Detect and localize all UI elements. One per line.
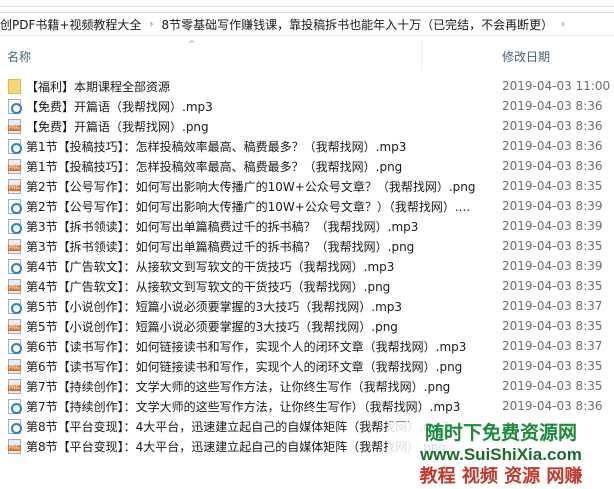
file-row[interactable]: 第8节【平台变现】：4大平台，迅速建立起自己的自媒体矩阵（我帮找网）.mp3 — [0, 416, 614, 436]
png-file-icon — [8, 318, 21, 334]
file-row[interactable]: 第2节【公号写作】：如何写出影响大传播广的10W+公众号文章？（我帮找网）.pn… — [0, 176, 614, 196]
watermark-line: www.SuiShiXia.com — [420, 445, 582, 464]
file-date: 2019-04-03 8:39 — [502, 259, 603, 273]
file-row[interactable]: 第7节【持续创作】：文学大师的这些写作方法，让你终生写作（我帮找网）.png 20… — [0, 376, 614, 396]
file-name: 第1节【投稿技巧】：怎样投稿效率最高、稿费最多？（我帮找网）.png — [26, 159, 403, 174]
file-row[interactable]: 【免费】开篇语（我帮找网）.png 2019-04-03 8:36 — [0, 116, 614, 136]
file-date: 2019-04-03 8:36 — [502, 119, 603, 133]
png-file-icon — [8, 358, 21, 374]
file-name: 第5节【小说创作】：短篇小说必须要掌握的3大技巧（我帮找网）.mp3 — [26, 299, 403, 314]
file-row[interactable]: 【福利】本期课程全部资源 2019-04-03 11:00 — [0, 76, 614, 96]
png-file-icon — [8, 378, 21, 394]
audio-file-icon — [8, 298, 22, 314]
file-row[interactable]: 【免费】开篇语（我帮找网）.mp3 2019-04-03 8:36 — [0, 96, 614, 116]
file-name: 第4节【广告软文】：从接软文到写软文的干货技巧（我帮找网）.png — [26, 279, 391, 294]
file-date: 2019-04-03 8:35 — [502, 319, 603, 333]
file-name: 第2节【公号写作】：如何写出影响大传播广的10W+公众号文章？（我帮找网）.pn… — [26, 179, 476, 194]
file-row[interactable]: 第5节【小说创作】：短篇小说必须要掌握的3大技巧（我帮找网）.png 2019-0… — [0, 316, 614, 336]
breadcrumb-item[interactable]: 创PDF书籍+视频教程大全 — [0, 17, 142, 32]
audio-file-icon — [8, 398, 22, 414]
file-date: 2019-04-03 8:35 — [502, 359, 603, 373]
window-top-border — [0, 6, 614, 7]
file-date: 2019-04-03 8:36 — [502, 99, 603, 113]
watermark-line: 教程 视频 资源 网赚 — [419, 466, 583, 487]
file-list: 【福利】本期课程全部资源 2019-04-03 11:00 【免费】开篇语（我帮找网… — [0, 76, 614, 456]
png-file-icon — [8, 158, 21, 174]
audio-file-icon — [8, 98, 22, 114]
file-row[interactable]: 第3节【拆书领读】：如何写出单篇稿费过千的拆书稿？（我帮找网）.png 2019-… — [0, 236, 614, 256]
png-file-icon — [8, 118, 21, 134]
file-row[interactable]: 第4节【广告软文】：从接软文到写软文的干货技巧（我帮找网）.mp3 2019-04… — [0, 256, 614, 276]
chevron-right-icon[interactable]: › — [561, 18, 566, 30]
audio-file-icon — [8, 218, 22, 234]
file-name: 【福利】本期课程全部资源 — [26, 79, 171, 94]
file-row[interactable]: 第3节【拆书领读】：如何写出单篇稿费过千的拆书稿？（我帮找网）.mp3 2019-… — [0, 216, 614, 236]
column-header: ^ 名称 修改日期 — [0, 40, 614, 70]
file-date: 2019-04-03 8:35 — [502, 239, 603, 253]
file-name: 第5节【小说创作】：短篇小说必须要掌握的3大技巧（我帮找网）.png — [26, 319, 398, 334]
file-date: 2019-04-03 8:39 — [502, 219, 603, 233]
file-name: 第7节【持续创作】：文学大师的这些写作方法，让你终生写作（我帮找网）.png — [26, 379, 451, 394]
file-date: 2019-04-03 8:35 — [502, 279, 603, 293]
file-date: 2019-04-03 8:36 — [502, 159, 603, 173]
watermark-line: 随时下免费资源网 — [424, 422, 577, 444]
file-date: 2019-04-03 8:39 — [502, 199, 603, 213]
file-date: 2019-04-03 8:36 — [502, 139, 603, 153]
file-date: 2019-04-03 8:36 — [502, 399, 603, 413]
column-name[interactable]: 名称 — [7, 50, 32, 64]
audio-file-icon — [8, 418, 22, 434]
watermark-logo: 随时下免费资源网 www.SuiShiXia.com 教程 视频 资源 网赚 — [388, 422, 614, 489]
file-name: 第1节【投稿技巧】：怎样投稿效率最高、稿费最多？（我帮找网）.mp3 — [26, 139, 407, 154]
sort-ascending-icon: ^ — [188, 40, 196, 50]
audio-file-icon — [8, 198, 22, 214]
folder-icon — [8, 78, 21, 94]
file-name: 【免费】开篇语（我帮找网）.mp3 — [26, 99, 213, 114]
file-date: 2019-04-03 8:35 — [502, 379, 603, 393]
file-name: 【免费】开篇语（我帮找网）.png — [26, 119, 209, 134]
audio-file-icon — [8, 138, 22, 154]
column-date-modified[interactable]: 修改日期 — [502, 50, 551, 64]
audio-file-icon — [8, 338, 22, 354]
file-date: 2019-04-03 8:35 — [502, 179, 603, 193]
file-row[interactable]: 第4节【广告软文】：从接软文到写软文的干货技巧（我帮找网）.png 2019-04… — [0, 276, 614, 296]
png-file-icon — [8, 278, 21, 294]
file-row[interactable]: 第1节【投稿技巧】：怎样投稿效率最高、稿费最多？（我帮找网）.mp3 2019-0… — [0, 136, 614, 156]
breadcrumb: 创PDF书籍+视频教程大全 › 8节零基础写作赚钱课，靠投稿拆书也能年入十万（已… — [0, 12, 614, 36]
file-name: 第8节【平台变现】：4大平台，迅速建立起自己的自媒体矩阵（我帮找网）.mp3 — [26, 419, 451, 434]
png-file-icon — [8, 178, 21, 194]
file-date: 2019-04-03 8:37 — [502, 339, 603, 353]
audio-file-icon — [8, 258, 22, 274]
png-file-icon — [8, 238, 21, 254]
breadcrumb-item[interactable]: 8节零基础写作赚钱课，靠投稿拆书也能年入十万（已完结，不会再断更） — [161, 17, 554, 32]
file-name: 第2节【公号写作】：如何写出影响大传播广的10W+公众号文章？）（我帮找网）..… — [26, 199, 471, 214]
file-row[interactable]: 第7节【持续创作】：文学大师的这些写作方法，让你终生写作）（我帮找网）.mp3 2… — [0, 396, 614, 416]
png-file-icon — [8, 438, 21, 454]
file-row[interactable]: 第2节【公号写作】：如何写出影响大传播广的10W+公众号文章？）（我帮找网）..… — [0, 196, 614, 216]
file-name: 第6节【读书写作】：如何链接读书和写作，实现个人的闭环文章（我帮找网）.mp3 — [26, 339, 467, 354]
file-date: 2019-04-03 11:00 — [502, 79, 611, 93]
file-row[interactable]: 第6节【读书写作】：如何链接读书和写作，实现个人的闭环文章（我帮找网）.png 2… — [0, 356, 614, 376]
file-name: 第6节【读书写作】：如何链接读书和写作，实现个人的闭环文章（我帮找网）.png — [26, 359, 463, 374]
file-row[interactable]: 第1节【投稿技巧】：怎样投稿效率最高、稿费最多？（我帮找网）.png 2019-0… — [0, 156, 614, 176]
file-name: 第3节【拆书领读】：如何写出单篇稿费过千的拆书稿？（我帮找网）.png — [26, 239, 415, 254]
file-name: 第4节【广告软文】：从接软文到写软文的干货技巧（我帮找网）.mp3 — [26, 259, 395, 274]
file-name: 第7节【持续创作】：文学大师的这些写作方法，让你终生写作）（我帮找网）.mp3 — [26, 399, 461, 414]
file-row[interactable]: 第6节【读书写作】：如何链接读书和写作，实现个人的闭环文章（我帮找网）.mp3 2… — [0, 336, 614, 356]
file-name: 第8节【平台变现】：4大平台，迅速建立起自己的自媒体矩阵（我帮找网）.png — [26, 439, 446, 454]
file-name: 第3节【拆书领读】：如何写出单篇稿费过千的拆书稿？（我帮找网）.mp3 — [26, 219, 419, 234]
chevron-right-icon[interactable]: › — [149, 18, 154, 30]
column-divider[interactable] — [421, 40, 422, 70]
file-row[interactable]: 第5节【小说创作】：短篇小说必须要掌握的3大技巧（我帮找网）.mp3 2019-0… — [0, 296, 614, 316]
file-date: 2019-04-03 8:37 — [502, 299, 603, 313]
file-row[interactable]: 第8节【平台变现】：4大平台，迅速建立起自己的自媒体矩阵（我帮找网）.png — [0, 436, 614, 456]
